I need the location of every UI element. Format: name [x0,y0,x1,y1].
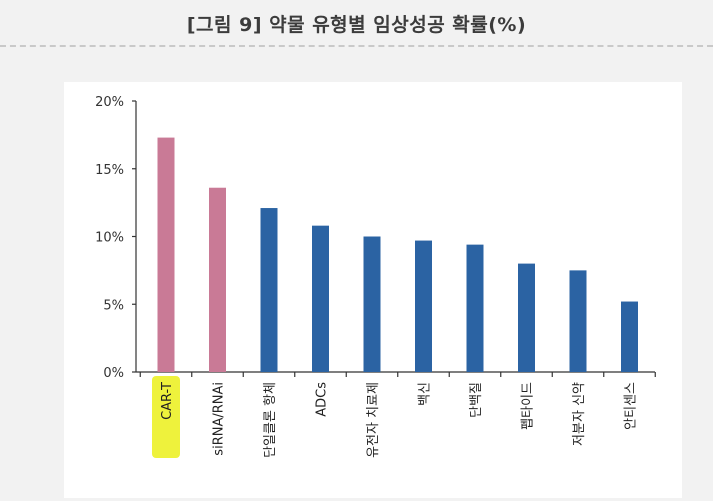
bar-7 [466,244,484,372]
category-label: 백신 [418,382,433,406]
category-label: 단일클론 항체 [263,382,278,458]
y-tick-label: 15% [95,163,124,178]
bar-9 [569,270,587,372]
bar-3 [260,208,278,372]
category-label: ADCs [315,382,330,417]
title-divider [0,45,713,47]
label-highlight-marker [152,376,180,458]
y-tick-label: 0% [103,366,124,381]
category-label: CAR-T [160,382,175,420]
y-tick-label: 20% [95,95,124,110]
bar-2 [209,187,226,372]
y-tick-label: 5% [103,298,124,313]
category-label: 저분자 신약 [572,382,587,446]
y-tick-label: 10% [95,231,124,246]
bar-5 [363,236,381,372]
bar-10 [621,301,638,372]
bar-6 [415,240,432,372]
category-label: 유전자 치료제 [366,382,381,458]
category-label: 펩타이드 [521,382,536,430]
category-label: 안티센스 [624,382,639,430]
bar-1 [157,137,175,372]
chart-title: [그림 9] 약물 유형별 임상성공 확률(%) [186,14,527,36]
bar-8 [518,263,535,372]
category-label: siRNA/RNAi [212,382,227,456]
bar-4 [312,225,329,372]
category-label: 단백질 [469,382,484,418]
